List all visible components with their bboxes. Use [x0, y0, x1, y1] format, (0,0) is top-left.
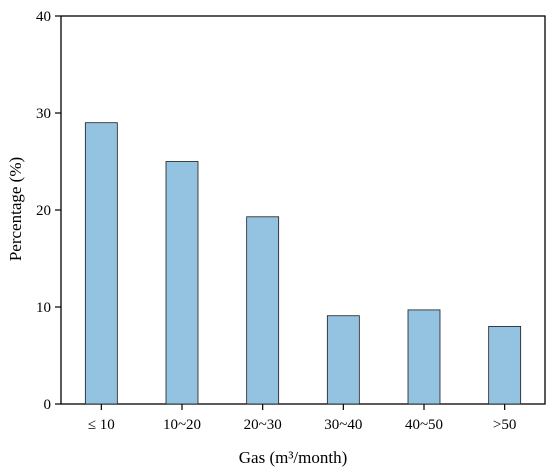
bar-4	[407, 309, 441, 405]
plot-area	[60, 15, 546, 405]
bar-3	[326, 315, 360, 405]
y-tick-label-0: 0	[44, 397, 52, 413]
x-tick-label-3: 30~40	[324, 417, 362, 433]
x-tick-label-1: 10~20	[163, 417, 201, 433]
x-tick-label-0: ≤ 10	[88, 417, 115, 433]
x-axis-ticks: ≤ 10 10~20 20~30 30~40 40~50 >50	[88, 404, 516, 433]
x-tick-label-2: 20~30	[244, 417, 282, 433]
x-axis-title: Gas (m³/month)	[239, 448, 348, 467]
y-tick-label-3: 30	[36, 106, 51, 122]
y-tick-label-2: 20	[36, 203, 51, 219]
bar-0	[84, 122, 118, 405]
bar-5	[488, 325, 522, 405]
plot-frame	[60, 15, 546, 405]
bar-1	[165, 161, 199, 405]
y-tick-label-1: 10	[36, 300, 51, 316]
y-axis-ticks: 0 10 20 30 40	[36, 9, 61, 413]
bars-group	[84, 122, 522, 405]
x-tick-label-4: 40~50	[405, 417, 443, 433]
bar-2	[246, 216, 280, 405]
y-tick-label-4: 40	[36, 9, 51, 25]
y-axis-title: Percentage (%)	[6, 157, 25, 261]
x-tick-label-5: >50	[493, 417, 516, 433]
